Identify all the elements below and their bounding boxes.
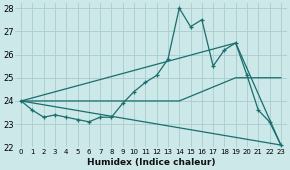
X-axis label: Humidex (Indice chaleur): Humidex (Indice chaleur) — [87, 158, 215, 167]
